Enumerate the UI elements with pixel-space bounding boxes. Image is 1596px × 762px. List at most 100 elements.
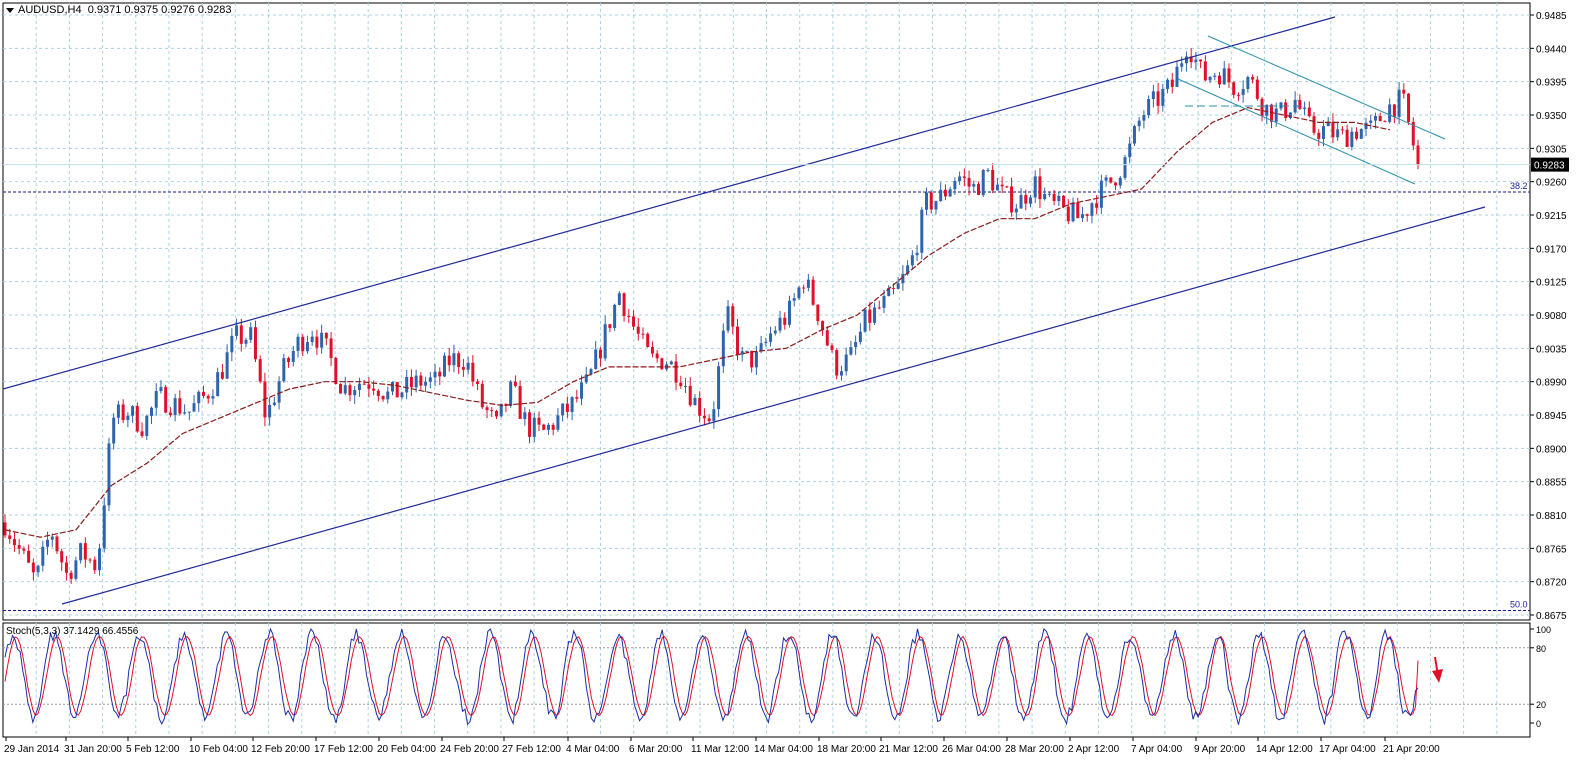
candle-down <box>991 163 995 194</box>
sub-channel-upper-line <box>1207 35 1446 140</box>
high-value: 0.9375 <box>124 4 159 16</box>
candle-body <box>1246 77 1250 89</box>
candle-body <box>1166 79 1170 89</box>
candle-up <box>400 391 404 400</box>
stoch-tick-label: 20 <box>1536 700 1546 710</box>
candle-body <box>641 333 645 335</box>
candle-body <box>1326 121 1330 127</box>
candle-up <box>806 273 810 292</box>
x-tick-label: 14 Apr 12:00 <box>1256 744 1313 755</box>
y-tick-label: 0.9395 <box>1536 78 1567 89</box>
candle-body <box>391 381 395 392</box>
candle-down <box>485 405 489 419</box>
candle-down <box>513 375 517 388</box>
candle-up <box>1175 61 1179 87</box>
candle-body <box>428 377 432 382</box>
candle-body <box>1236 94 1240 96</box>
candle-body <box>523 412 527 419</box>
candle-body <box>532 417 536 437</box>
candle-body <box>1270 104 1274 122</box>
candle-body <box>253 327 257 360</box>
candle-body <box>1317 132 1321 139</box>
candle-body <box>1147 99 1151 116</box>
candle-up <box>986 167 990 173</box>
candle-body <box>83 543 87 560</box>
candle-down <box>962 168 966 187</box>
candle-body <box>244 339 248 344</box>
candle-up <box>523 407 527 426</box>
candle-body <box>1033 176 1037 198</box>
candle-body <box>93 559 97 571</box>
candle-down <box>679 375 683 389</box>
x-tick-label: 6 Mar 20:00 <box>629 744 683 755</box>
candle-down <box>674 354 678 391</box>
candle-body <box>1000 184 1004 187</box>
candle-down <box>287 356 291 368</box>
dropdown-arrow-icon[interactable] <box>6 7 14 13</box>
candle-down <box>329 331 333 366</box>
candle-up <box>499 403 503 418</box>
candle-body <box>433 371 437 378</box>
candle-body <box>632 316 636 327</box>
candle-body <box>731 306 735 327</box>
candle-body <box>1114 182 1118 186</box>
candle-up <box>1099 174 1103 214</box>
candle-down <box>1298 94 1302 111</box>
candle-body <box>1090 203 1094 216</box>
candle-up <box>159 380 163 394</box>
candle-body <box>839 371 843 376</box>
candles <box>3 47 1420 584</box>
candle-body <box>140 431 144 436</box>
candle-down <box>457 351 461 375</box>
y-tick-label: 0.8675 <box>1536 611 1567 622</box>
candle-up <box>925 187 929 216</box>
candle-down <box>1270 103 1274 129</box>
candle-up <box>556 408 560 432</box>
candle-body <box>1047 193 1051 195</box>
candle-body <box>400 392 404 398</box>
candle-up <box>769 326 773 347</box>
candle-down <box>334 356 338 385</box>
candle-body <box>395 381 399 398</box>
y-tick-label: 0.8855 <box>1536 478 1567 489</box>
y-tick-label: 0.9260 <box>1536 178 1567 189</box>
candle-body <box>197 391 201 404</box>
candle-up <box>1321 120 1325 147</box>
candle-down <box>1062 194 1066 209</box>
candle-up <box>230 328 234 362</box>
candle-body <box>1203 61 1207 81</box>
candle-body <box>1241 88 1245 95</box>
candle-body <box>958 176 962 182</box>
candle-body <box>438 371 442 377</box>
candle-body <box>1199 59 1203 62</box>
candle-body <box>1392 104 1396 117</box>
candle-up <box>235 318 239 340</box>
candle-down <box>636 318 640 341</box>
candle-up <box>882 290 886 314</box>
candle-up <box>1028 194 1032 208</box>
candle-up <box>901 265 905 291</box>
candle-up <box>858 323 862 345</box>
y-tick-label: 0.9125 <box>1536 278 1567 289</box>
candle-up <box>197 390 201 412</box>
candle-body <box>334 357 338 384</box>
candle-up <box>839 365 843 381</box>
candle-body <box>693 397 697 406</box>
candle-up <box>887 285 891 297</box>
candle-up <box>546 422 550 436</box>
candle-body <box>357 383 361 391</box>
candle-up <box>1279 101 1283 111</box>
candle-body <box>1085 214 1089 216</box>
candle-up <box>50 533 54 548</box>
candle-body <box>1407 93 1411 122</box>
candle-down <box>542 423 546 431</box>
candle-body <box>55 536 59 552</box>
candle-up <box>693 394 697 406</box>
candle-up <box>1161 83 1165 112</box>
candle-body <box>367 384 371 389</box>
candle-up <box>98 543 102 576</box>
candle-body <box>230 335 234 353</box>
candle-body <box>811 279 815 305</box>
